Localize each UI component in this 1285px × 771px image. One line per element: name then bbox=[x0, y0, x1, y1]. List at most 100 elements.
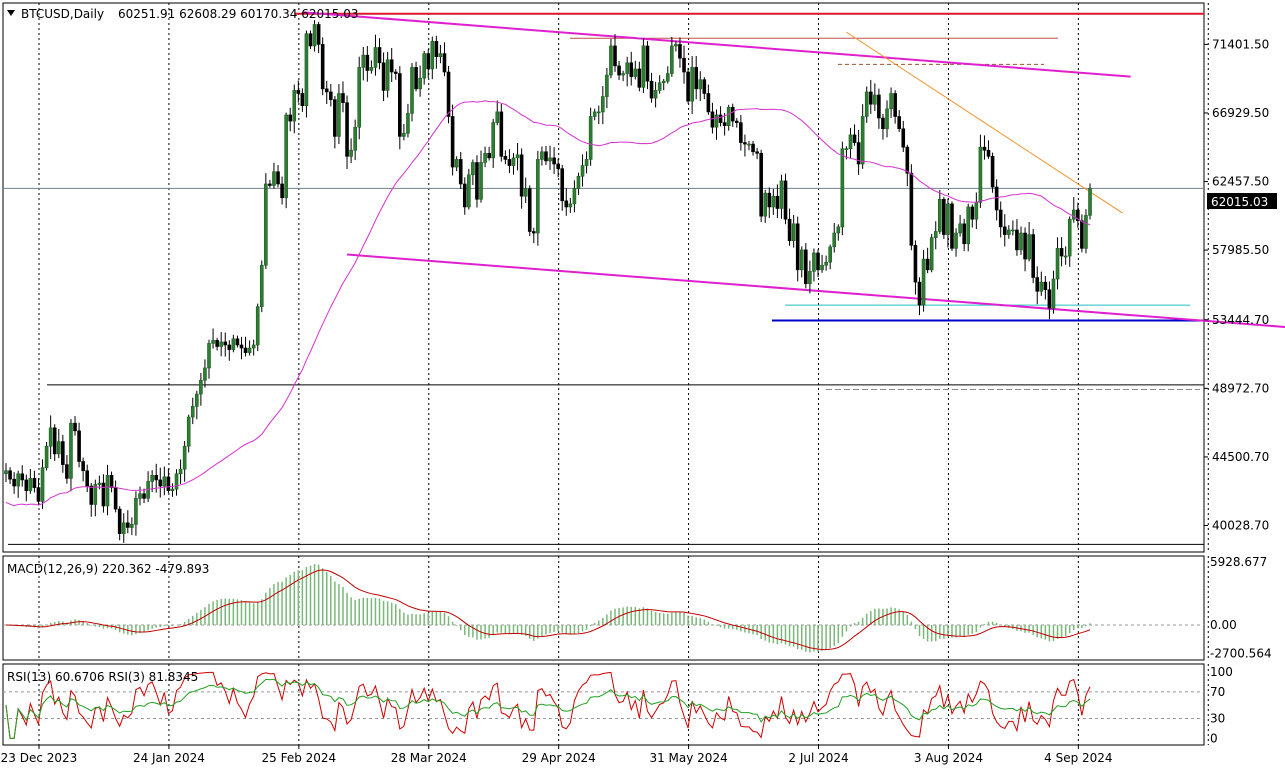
bear-candle bbox=[783, 180, 788, 220]
bear-candle bbox=[649, 80, 654, 99]
bear-candle bbox=[560, 168, 565, 202]
bull-candle bbox=[190, 406, 195, 418]
bull-candle bbox=[4, 470, 8, 475]
bear-candle bbox=[739, 122, 743, 143]
bull-candle bbox=[885, 108, 889, 130]
bull-candle bbox=[568, 203, 573, 208]
bear-candle bbox=[751, 143, 755, 153]
bear-candle bbox=[276, 171, 280, 185]
bull-candle bbox=[138, 493, 142, 499]
bear-candle bbox=[113, 487, 118, 510]
bull-candle bbox=[1051, 278, 1056, 309]
bull-candle bbox=[479, 162, 483, 200]
bull-candle bbox=[844, 148, 849, 150]
bull-candle bbox=[633, 68, 638, 77]
bull-candle bbox=[219, 341, 223, 347]
price-tick-label: 53444.70 bbox=[1212, 313, 1269, 327]
bear-candle bbox=[905, 146, 910, 174]
time-tick-label: 28 Mar 2024 bbox=[391, 751, 467, 765]
bear-candle bbox=[280, 183, 284, 199]
bull-candle bbox=[292, 90, 297, 122]
bear-candle bbox=[389, 59, 394, 73]
bull-candle bbox=[1039, 281, 1044, 292]
bull-candle bbox=[840, 148, 845, 228]
bear-candle bbox=[1023, 232, 1027, 260]
bear-candle bbox=[881, 117, 885, 130]
bull-candle bbox=[954, 232, 958, 249]
bear-candle bbox=[381, 62, 386, 91]
bear-candle bbox=[20, 473, 25, 481]
bear-candle bbox=[345, 102, 349, 157]
bull-candle bbox=[958, 223, 962, 234]
bear-candle bbox=[393, 71, 398, 74]
bear-candle bbox=[239, 344, 244, 349]
bear-candle bbox=[499, 111, 504, 157]
bear-candle bbox=[24, 479, 29, 491]
price-tick-label: 48972.70 bbox=[1212, 381, 1269, 395]
bear-candle bbox=[743, 142, 747, 145]
bear-candle bbox=[243, 347, 248, 353]
rsi-tick-label: 0 bbox=[1210, 731, 1218, 745]
bull-candle bbox=[385, 59, 390, 91]
bear-candle bbox=[1015, 229, 1019, 251]
bull-candle bbox=[369, 67, 374, 71]
bull-candle bbox=[134, 498, 138, 525]
bear-candle bbox=[986, 149, 991, 157]
bull-candle bbox=[921, 258, 926, 306]
bull-candle bbox=[621, 73, 625, 76]
bull-candle bbox=[820, 264, 824, 271]
bear-candle bbox=[320, 44, 325, 90]
moving-average bbox=[5, 100, 1091, 507]
grid-lines bbox=[3, 3, 1209, 745]
bull-candle bbox=[264, 183, 268, 266]
dropdown-triangle-icon[interactable] bbox=[7, 10, 15, 16]
bull-candle bbox=[170, 488, 175, 491]
bull-candle bbox=[1088, 188, 1092, 216]
bull-candle bbox=[284, 114, 288, 199]
bull-candle bbox=[438, 53, 443, 57]
bear-candle bbox=[333, 99, 337, 137]
bear-candle bbox=[942, 198, 946, 235]
price-tick-label: 71401.50 bbox=[1212, 37, 1269, 51]
bull-candle bbox=[1011, 229, 1015, 232]
bull-candle bbox=[357, 67, 362, 128]
bear-candle bbox=[682, 57, 686, 73]
bear-candle bbox=[722, 122, 727, 126]
bear-candle bbox=[426, 53, 431, 70]
bull-candle bbox=[312, 24, 317, 47]
rsi13-line bbox=[5, 678, 1091, 739]
bear-candle bbox=[142, 493, 146, 499]
rsi3-line bbox=[5, 671, 1091, 739]
bear-candle bbox=[65, 464, 69, 479]
bull-candle bbox=[56, 441, 61, 455]
bear-candle bbox=[316, 24, 321, 45]
bear-candle bbox=[154, 475, 159, 481]
macd-tick-label: -2700.564 bbox=[1210, 647, 1272, 661]
time-tick-label: 2 Jul 2024 bbox=[788, 751, 848, 765]
price-tick-label: 62457.50 bbox=[1212, 175, 1269, 189]
bull-candle bbox=[873, 94, 877, 105]
bull-candle bbox=[580, 165, 585, 177]
bear-candle bbox=[970, 206, 975, 220]
bull-candle bbox=[540, 151, 544, 160]
bear-candle bbox=[544, 151, 548, 162]
bull-candle bbox=[601, 96, 605, 113]
bear-candle bbox=[519, 154, 524, 197]
bear-candle bbox=[702, 79, 707, 94]
bull-candle bbox=[203, 367, 207, 381]
bear-candle bbox=[950, 203, 954, 249]
bull-candle bbox=[609, 45, 613, 76]
bull-candle bbox=[361, 54, 366, 68]
bull-candle bbox=[978, 146, 983, 203]
bear-candle bbox=[446, 71, 451, 117]
rsi-label: RSI(13) 60.6706 RSI(3) 81.8345 bbox=[7, 670, 198, 684]
bear-candle bbox=[223, 341, 228, 346]
symbol-label: BTCUSD,Daily bbox=[21, 7, 104, 21]
bull-candle bbox=[1027, 234, 1031, 260]
bull-candle bbox=[576, 175, 581, 189]
bull-candle bbox=[824, 261, 828, 266]
bull-candle bbox=[690, 67, 694, 102]
bear-candle bbox=[377, 47, 382, 64]
bull-candle bbox=[353, 126, 357, 151]
